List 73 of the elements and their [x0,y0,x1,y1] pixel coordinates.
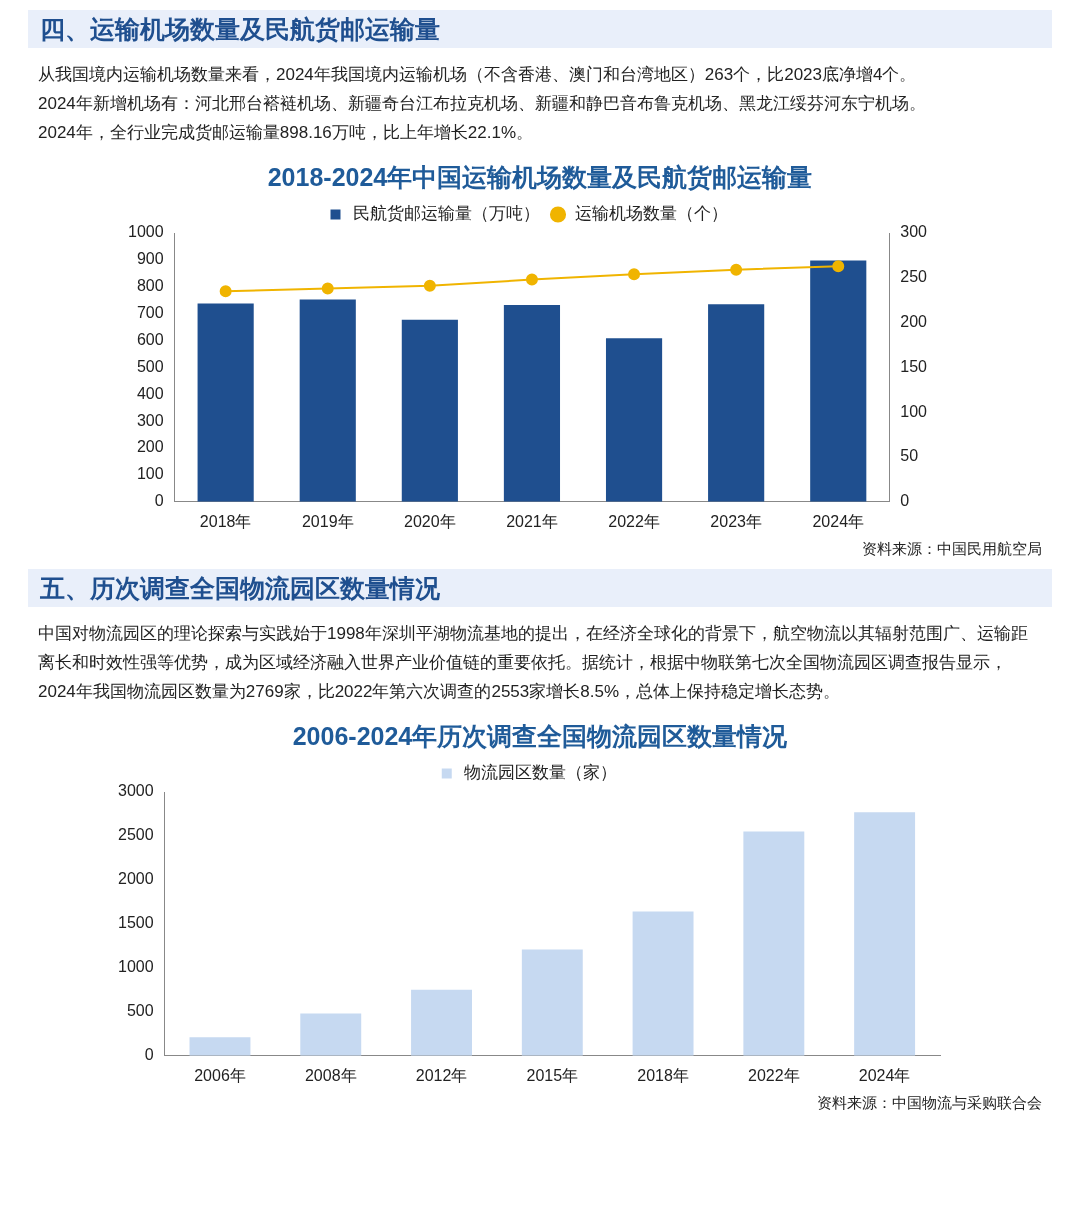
legend-label: 民航货邮运输量（万吨） [352,204,540,224]
text: 资料来源：中国物流与采购联合会 [816,1093,1042,1113]
x-tick-label: 2012年 [415,1066,468,1084]
bar [605,338,663,502]
text: 中国对物流园区的理论探索与实践始于1998年深圳平湖物流基地的提出，在经济全球化的背景下，航空物流以其辐射范围广、运输距离长和时效性强等优势，成为区域经济融入世界产业价值链的重要依托。据统计，根据中物联第七次全国物流园区调查报告显示，2024年我国物流园区数量为2769家，比2022年第六次调查的2553家增长8.5%，总体上保持稳定增长态势。 [38,623,1029,703]
x-tick-label: 2020年 [404,512,456,530]
chart-subtitle: 五、历次调查全国物流园区数量情况 [28,569,1052,607]
x-tick-label: 2018年 [637,1066,689,1084]
point [219,285,232,298]
y-tick-label: 700 [136,304,164,322]
chart-subtitle: 四、运输机场数量及民航货邮运输量 [28,10,1052,48]
y2-tick-label: 50 [900,447,919,465]
y-tick-label: 900 [136,250,164,268]
bar [401,319,458,502]
text: 2024年新增机场有：河北邢台褡裢机场、新疆奇台江布拉克机场、新疆和静巴音布鲁克机场、黑龙江绥芬河东宁机场。 [38,93,927,115]
bar [189,1037,251,1056]
x-tick-label: 2006年 [194,1066,246,1084]
x-tick-label: 2008年 [304,1066,357,1084]
x-tick-label: 2015年 [526,1066,579,1084]
bar [503,305,561,502]
y-tick-label: 400 [136,384,164,402]
bar [810,260,867,502]
text: 2024年，全行业完成货邮运输量898.16万吨，比上年增长22.1%。 [38,122,535,144]
y2-tick-label: 0 [900,492,910,510]
chart-title: 2018-2024年中国运输机场数量及民航货邮运输量 [266,162,814,193]
y-tick-label: 100 [136,465,164,483]
x-tick-label: 2022年 [608,512,660,530]
y-tick-label: 1500 [118,914,154,932]
legend-label: 物流园区数量（家） [463,763,617,783]
point [730,263,743,276]
point [321,282,334,295]
y-tick-label: 0 [154,492,164,510]
legend-label: 运输机场数量（个） [575,204,728,224]
bar [411,989,472,1056]
x-tick-label: 2022年 [748,1066,800,1084]
x-tick-label: 2018年 [199,512,252,530]
bar [521,949,583,1056]
bar [299,299,356,502]
y-tick-label: 500 [126,1002,154,1020]
bar [197,303,254,502]
y2-tick-label: 100 [900,402,928,420]
bar [632,911,694,1056]
point [628,268,641,281]
x-tick-label: 2024年 [858,1066,911,1084]
y-tick-label: 600 [136,330,164,348]
y-tick-label: 2500 [118,826,154,844]
text: 从我国境内运输机场数量来看，2024年我国境内运输机场（不含香港、澳门和台湾地区）263个，比2023底净增4个。 [38,64,918,86]
y2-tick-label: 300 [900,223,928,241]
chart-title: 2006-2024年历次调查全国物流园区数量情况 [291,721,789,752]
y-tick-label: 200 [136,438,164,456]
bar [708,304,765,502]
y-tick-label: 1000 [128,223,164,241]
x-tick-label: 2019年 [301,512,354,530]
point [525,273,538,286]
y2-tick-label: 200 [900,313,928,331]
y2-tick-label: 250 [900,268,928,286]
y-tick-label: 800 [136,277,164,295]
point [423,279,436,292]
y-tick-label: 1000 [118,958,154,976]
y2-tick-label: 150 [900,357,928,375]
point [832,260,845,273]
x-tick-label: 2023年 [710,512,762,530]
bar [743,831,805,1056]
x-tick-label: 2024年 [812,512,865,530]
y-tick-label: 300 [136,411,164,429]
y-tick-label: 2000 [118,870,154,888]
y-tick-label: 500 [136,357,164,375]
x-tick-label: 2021年 [506,512,558,530]
y-tick-label: 3000 [118,782,154,800]
y-tick-label: 0 [144,1046,154,1064]
bar [300,1013,362,1056]
bar [854,812,916,1056]
text: 资料来源：中国民用航空局 [861,539,1042,559]
